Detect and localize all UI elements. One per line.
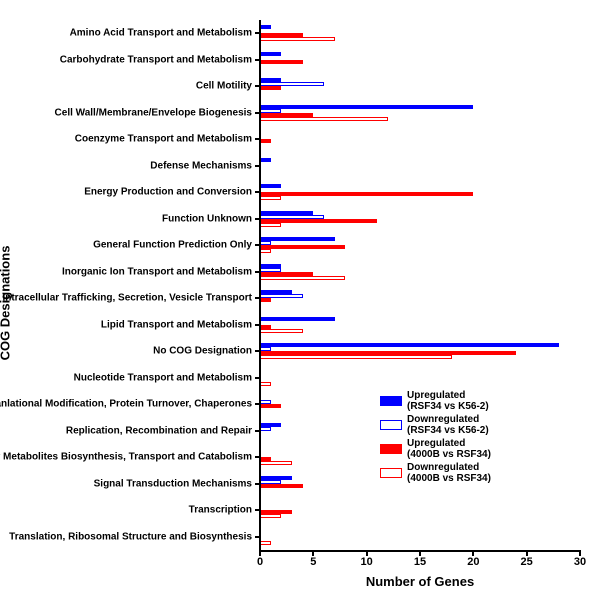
bar-up_rsf34	[260, 184, 281, 188]
category-row: Transcription	[260, 497, 580, 524]
category-row: Intracellular Trafficking, Secretion, Ve…	[260, 285, 580, 312]
category-label: Replication, Recombination and Repair	[66, 425, 252, 436]
y-axis-line	[259, 20, 261, 550]
x-axis-title: Number of Genes	[366, 574, 474, 588]
legend-label: Upregulated(4000B vs RSF34)	[407, 438, 491, 460]
bar-down_4000b	[260, 196, 281, 200]
category-label: Intracellular Trafficking, Secretion, Ve…	[2, 293, 252, 304]
category-label: Inorganic Ion Transport and Metabolism	[62, 266, 252, 277]
category-label: No COG Designation	[153, 346, 252, 357]
x-tick-label: 10	[361, 556, 373, 568]
category-label: Carbohydrate Transport and Metabolism	[60, 54, 252, 65]
bar-up_4000b	[260, 245, 345, 249]
x-tick-label: 5	[310, 556, 316, 568]
category-label: Coenzyme Transport and Metabolism	[75, 134, 252, 145]
bar-up_rsf34	[260, 105, 473, 109]
category-row: Cell Motility	[260, 73, 580, 100]
bar-up_rsf34	[260, 25, 271, 29]
bar-up_rsf34	[260, 158, 271, 162]
category-row: Cell Wall/Membrane/Envelope Biogenesis	[260, 100, 580, 127]
legend-label: Downregulated(RSF34 vs K56-2)	[407, 414, 489, 436]
x-tick-label: 30	[574, 556, 586, 568]
bar-up_4000b	[260, 139, 271, 143]
category-row: General Function Prediction Only	[260, 232, 580, 259]
category-row: Carbohydrate Transport and Metabolism	[260, 47, 580, 74]
category-row: Nucleotide Transport and Metabolism	[260, 365, 580, 392]
legend-label: Upregulated(RSF34 vs K56-2)	[407, 390, 489, 412]
x-tick-label: 15	[414, 556, 426, 568]
category-row: Defense Mechanisms	[260, 153, 580, 180]
category-label: Amino Acid Transport and Metabolism	[70, 28, 252, 39]
category-label: Lipid Transport and Metabolism	[101, 319, 252, 330]
category-row: Amino Acid Transport and Metabolism	[260, 20, 580, 47]
legend: Upregulated(RSF34 vs K56-2)Downregulated…	[380, 390, 491, 486]
legend-swatch	[380, 420, 402, 430]
category-row: Energy Production and Conversion	[260, 179, 580, 206]
bar-down_4000b	[260, 382, 271, 386]
legend-label: Downregulated(4000B vs RSF34)	[407, 462, 491, 484]
category-label: Energy Production and Conversion	[84, 187, 252, 198]
category-label: General Function Prediction Only	[93, 240, 252, 251]
bar-up_4000b	[260, 60, 303, 64]
category-row: Function Unknown	[260, 206, 580, 233]
bar-down_4000b	[260, 276, 345, 280]
legend-item: Downregulated(4000B vs RSF34)	[380, 462, 491, 484]
category-row: Lipid Transport and Metabolism	[260, 312, 580, 339]
bar-up_4000b	[260, 298, 271, 302]
bar-down_4000b	[260, 37, 335, 41]
bar-up_4000b	[260, 484, 303, 488]
category-label: Defense Mechanisms	[150, 160, 252, 171]
x-tick-label: 20	[467, 556, 479, 568]
legend-item: Downregulated(RSF34 vs K56-2)	[380, 414, 491, 436]
bar-down_4000b	[260, 461, 292, 465]
category-row: Translation, Ribosomal Structure and Bio…	[260, 524, 580, 551]
x-tick-label: 25	[521, 556, 533, 568]
bar-down_4000b	[260, 514, 281, 518]
category-label: Transcription	[189, 505, 252, 516]
category-label: Signal Transduction Mechanisms	[94, 478, 252, 489]
legend-swatch	[380, 396, 402, 406]
category-row: Coenzyme Transport and Metabolism	[260, 126, 580, 153]
category-label: Posttranlational Modification, Protein T…	[0, 399, 252, 410]
bar-up_rsf34	[260, 52, 281, 56]
legend-swatch	[380, 468, 402, 478]
legend-item: Upregulated(RSF34 vs K56-2)	[380, 390, 491, 412]
bar-up_4000b	[260, 86, 281, 90]
bar-up_4000b	[260, 404, 281, 408]
legend-swatch	[380, 444, 402, 454]
category-label: Secondary Metabolites Biosynthesis, Tran…	[0, 452, 252, 463]
legend-item: Upregulated(4000B vs RSF34)	[380, 438, 491, 460]
chart-container: COG Designations Amino Acid Transport an…	[0, 0, 600, 605]
bar-up_rsf34	[260, 237, 335, 241]
bar-up_4000b	[260, 192, 473, 196]
bar-down_4000b	[260, 541, 271, 545]
category-row: Inorganic Ion Transport and Metabolism	[260, 259, 580, 286]
category-label: Nucleotide Transport and Metabolism	[74, 372, 252, 383]
bar-down_4000b	[260, 355, 452, 359]
bar-up_rsf34	[260, 317, 335, 321]
bar-down_4000b	[260, 117, 388, 121]
category-label: Function Unknown	[162, 213, 252, 224]
bar-down_4000b	[260, 249, 271, 253]
category-label: Translation, Ribosomal Structure and Bio…	[9, 531, 252, 542]
x-tick-label: 0	[257, 556, 263, 568]
category-label: Cell Motility	[196, 81, 252, 92]
bar-down_4000b	[260, 223, 281, 227]
category-row: No COG Designation	[260, 338, 580, 365]
category-label: Cell Wall/Membrane/Envelope Biogenesis	[55, 107, 252, 118]
bar-down_rsf34	[260, 427, 271, 431]
bar-up_rsf34	[260, 343, 559, 347]
bar-down_4000b	[260, 329, 303, 333]
